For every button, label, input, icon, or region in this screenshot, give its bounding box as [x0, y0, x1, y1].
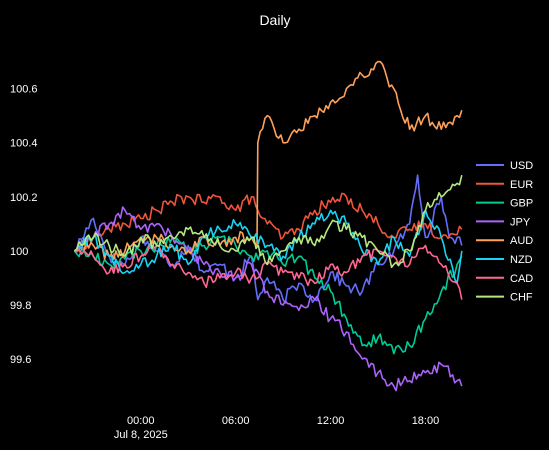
x-tick-sublabel: Jul 8, 2025 — [114, 429, 168, 441]
x-tick-label: 00:00 — [127, 415, 155, 427]
legend-label: JPY — [510, 216, 531, 228]
x-tick-label: 12:00 — [317, 415, 345, 427]
legend-item-cad[interactable]: CAD — [476, 273, 533, 285]
legend-item-nzd[interactable]: NZD — [476, 254, 533, 266]
legend-label: NZD — [510, 254, 533, 266]
legend[interactable]: USD EUR GBP JPY AUD NZD CAD CHF — [476, 160, 533, 304]
series-line-eur — [74, 192, 463, 253]
legend-label: CAD — [510, 273, 533, 285]
y-tick-label: 100.2 — [10, 192, 38, 204]
series-line-gbp — [73, 234, 463, 355]
legend-item-eur[interactable]: EUR — [476, 179, 533, 191]
legend-item-gbp[interactable]: GBP — [476, 198, 533, 210]
legend-label: EUR — [510, 179, 533, 191]
y-tick-label: 100.6 — [10, 84, 38, 96]
legend-item-chf[interactable]: CHF — [476, 292, 533, 304]
y-axis-ticks: 99.6 99.8 100 100.2 100.4 100.6 — [10, 84, 38, 366]
y-tick-label: 99.8 — [10, 300, 31, 312]
legend-label: CHF — [510, 292, 533, 304]
legend-label: GBP — [510, 198, 533, 210]
y-tick-label: 100.4 — [10, 138, 38, 150]
legend-label: AUD — [510, 235, 533, 247]
x-axis-ticks: 00:00 Jul 8, 2025 06:00 12:00 18:00 — [114, 415, 439, 441]
legend-label: USD — [510, 160, 533, 172]
y-tick-label: 100 — [10, 246, 28, 258]
chart-title: Daily — [259, 12, 290, 28]
x-tick-label: 18:00 — [412, 415, 440, 427]
series-line-nzd — [74, 209, 463, 285]
legend-item-usd[interactable]: USD — [476, 160, 533, 172]
x-tick-label: 06:00 — [222, 415, 250, 427]
legend-item-aud[interactable]: AUD — [476, 235, 533, 247]
legend-item-jpy[interactable]: JPY — [476, 216, 531, 228]
series-line-chf — [73, 175, 463, 269]
y-tick-label: 99.6 — [10, 354, 31, 366]
series-lines — [73, 60, 463, 392]
series-line-jpy — [74, 206, 463, 392]
